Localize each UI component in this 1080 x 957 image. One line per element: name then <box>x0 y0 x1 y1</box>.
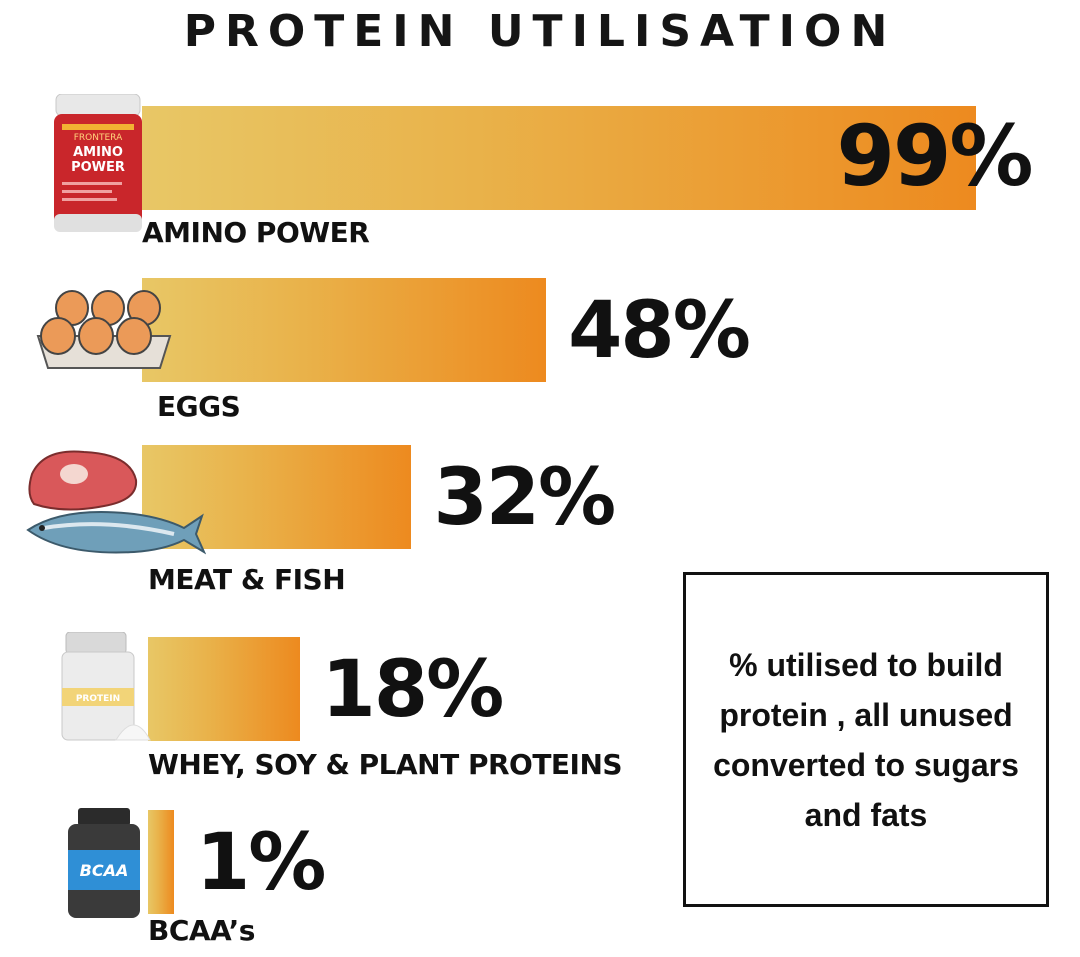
svg-text:FRONTERA: FRONTERA <box>74 133 123 143</box>
category-label-5: BCAA’s <box>148 914 255 947</box>
bar-5 <box>148 810 174 914</box>
bar-4 <box>148 637 300 741</box>
chart-title: PROTEIN UTILISATION <box>183 6 897 57</box>
bcaa-bottle-icon: BCAA <box>68 808 140 918</box>
category-label-2: EGGS <box>157 390 241 423</box>
protein-powder-tub-icon: PROTEIN <box>61 632 151 741</box>
bar-value-label-5: 1% <box>196 818 326 908</box>
meat-and-fish-icon <box>26 450 206 555</box>
note-box: % utilised to build protein , all unused… <box>683 572 1049 907</box>
category-label-4: WHEY, SOY & PLANT PROTEINS <box>148 748 623 781</box>
bar-1 <box>142 106 976 210</box>
note-text: % utilised to build protein , all unused… <box>713 646 1019 833</box>
category-label-1: AMINO POWER <box>142 216 370 249</box>
svg-text:PROTEIN: PROTEIN <box>76 694 120 704</box>
amino-power-jar-icon: FRONTERA AMINO POWER <box>54 94 142 232</box>
egg-carton-icon <box>36 290 172 369</box>
category-label-3: MEAT & FISH <box>148 563 346 596</box>
svg-text:POWER: POWER <box>71 160 125 175</box>
svg-text:AMINO: AMINO <box>73 145 123 160</box>
bar-value-label-1: 99% <box>836 107 1034 205</box>
svg-text:BCAA: BCAA <box>80 861 129 880</box>
bar-value-label-3: 32% <box>433 453 616 543</box>
bar-value-label-4: 18% <box>321 645 505 735</box>
bar-2 <box>142 278 547 382</box>
bar-value-label-2: 48% <box>568 286 751 376</box>
